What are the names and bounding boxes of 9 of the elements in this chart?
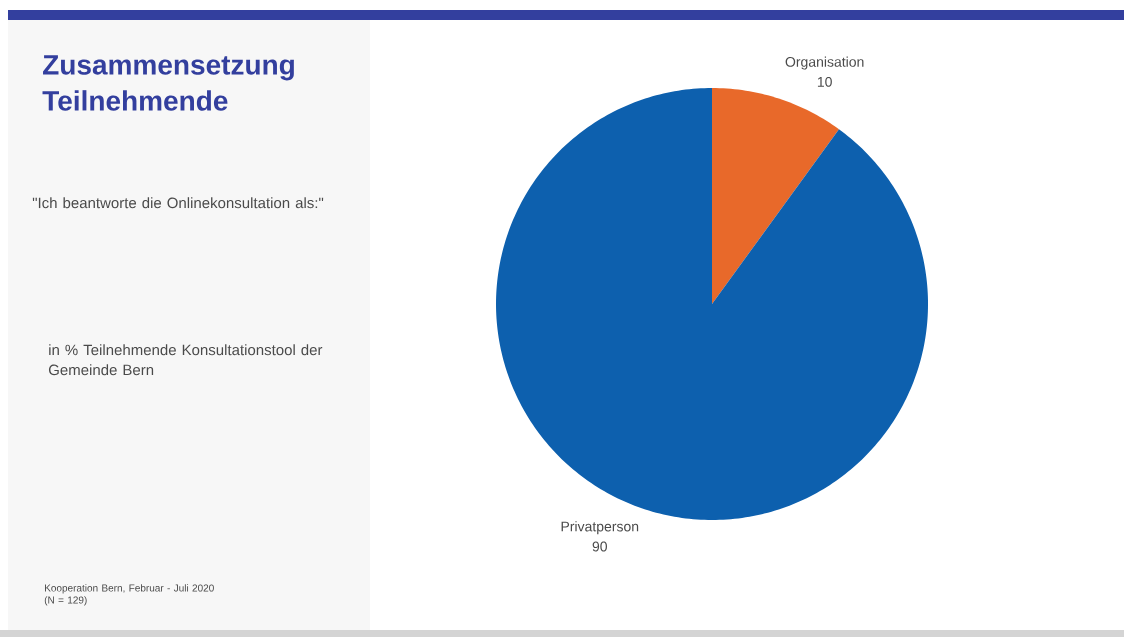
text: "Ich beantworte die Onlinekonsultation als:": [32, 197, 324, 209]
text: Kooperation Bern, Februar - Juli 2020: [45, 584, 214, 594]
text: (N = 129): [44, 596, 87, 606]
data-label: 10: [817, 76, 832, 87]
slice-label: Organisation: [785, 56, 864, 70]
text: Zusammensetzung Teilnehmende: [42, 55, 294, 111]
slice-label: Privatperson: [561, 521, 639, 535]
text: in % Teilnehmende Konsultationstool der Gemeinde Bern: [48, 344, 323, 376]
data-label: 90: [592, 541, 607, 552]
